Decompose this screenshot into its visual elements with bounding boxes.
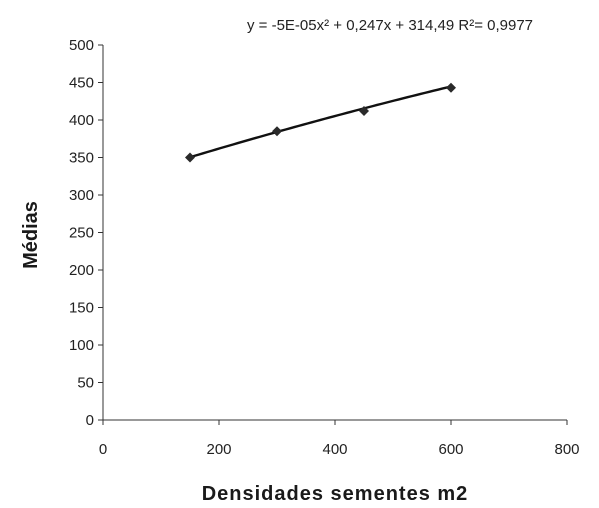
x-tick-label: 200	[206, 441, 231, 458]
x-axis-ticks: 0 200 400 600 800	[99, 420, 580, 458]
y-axis-title: Médias	[20, 201, 42, 269]
trendline-equation: y = -5E-05x² + 0,247x + 314,49 R²= 0,997…	[247, 17, 533, 34]
y-tick-label: 500	[69, 37, 94, 54]
data-point-marker	[359, 106, 369, 116]
y-tick-label: 150	[69, 300, 94, 317]
y-tick-label: 100	[69, 337, 94, 354]
y-axis-ticks: 0 50 100 150 200 250 300 350 400 450 500	[69, 37, 103, 429]
x-tick-label: 800	[554, 441, 579, 458]
y-tick-label: 200	[69, 262, 94, 279]
data-point-marker	[272, 126, 282, 137]
y-tick-label: 250	[69, 225, 94, 242]
x-tick-label: 0	[99, 441, 107, 458]
trendline	[189, 85, 452, 159]
y-tick-label: 50	[77, 375, 94, 392]
y-tick-label: 400	[69, 112, 94, 129]
data-point-marker	[185, 152, 195, 163]
data-points	[185, 82, 456, 163]
data-point-marker	[446, 82, 456, 93]
y-tick-label: 300	[69, 187, 94, 204]
y-tick-label: 450	[69, 75, 94, 92]
x-tick-label: 400	[322, 441, 347, 458]
x-tick-label: 600	[438, 441, 463, 458]
y-tick-label: 0	[86, 412, 94, 429]
y-tick-label: 350	[69, 150, 94, 167]
x-axis-title: Densidades sementes m2	[202, 483, 469, 505]
